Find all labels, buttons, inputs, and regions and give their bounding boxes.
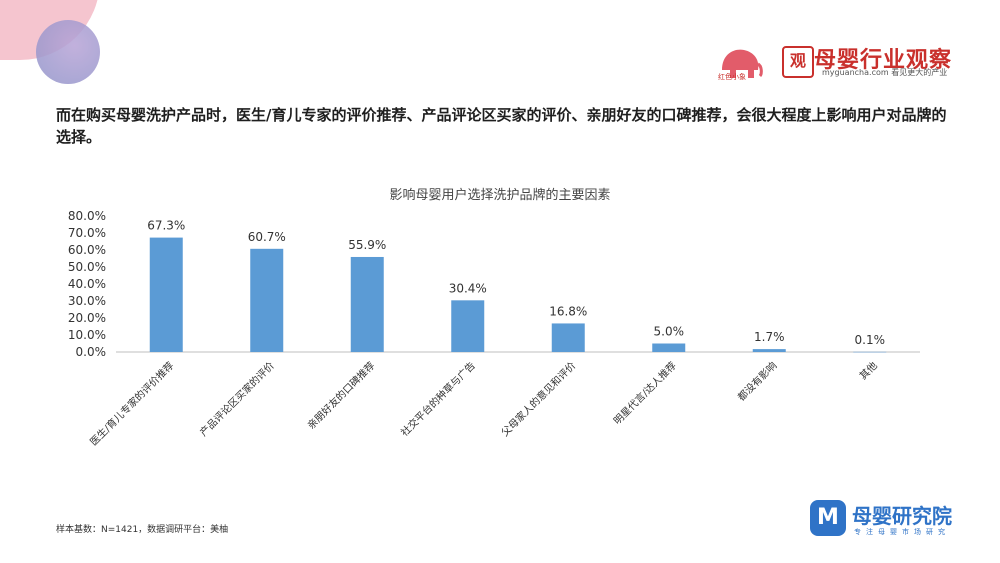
elephant-logo-icon	[722, 49, 763, 78]
logo-subtitle: myguancha.com 看见更大的产业	[822, 68, 948, 77]
x-tick-label: 医生/育儿专家的评价推荐	[87, 359, 176, 448]
data-label: 60.7%	[248, 230, 286, 244]
bar	[752, 349, 786, 352]
bar	[451, 300, 485, 352]
headline-text: 而在购买母婴洗护产品时，医生/育儿专家的评价推荐、产品评论区买家的评价、亲朋好友…	[56, 106, 947, 146]
y-tick-label: 20.0%	[68, 311, 106, 325]
x-tick-label: 父母家人的意见和评价	[498, 359, 578, 439]
elephant-logo-text: 红色小象	[718, 73, 746, 81]
bar	[652, 343, 686, 352]
y-tick-label: 60.0%	[68, 243, 106, 257]
data-label: 30.4%	[449, 281, 487, 295]
x-tick-label: 明星代言/达人推荐	[611, 359, 679, 427]
x-tick-label: 亲朋好友的口碑推荐	[305, 359, 378, 432]
y-tick-label: 10.0%	[68, 328, 106, 342]
bar	[149, 237, 183, 352]
research-brand-subtitle: 专注母婴市场研究	[854, 528, 950, 536]
decorative-circle	[36, 20, 100, 84]
guancha-logo-icon: 观	[782, 46, 814, 78]
data-label: 67.3%	[147, 219, 185, 233]
research-logo-icon	[810, 500, 846, 536]
data-label: 5.0%	[654, 325, 685, 339]
data-label: 16.8%	[549, 304, 587, 318]
data-label: 55.9%	[348, 238, 386, 252]
bar	[853, 351, 887, 353]
research-logo-letter: M	[817, 505, 839, 530]
y-tick-label: 0.0%	[76, 345, 107, 359]
y-tick-label: 80.0%	[68, 209, 106, 223]
y-tick-label: 40.0%	[68, 277, 106, 291]
bar	[551, 323, 585, 352]
y-tick-label: 30.0%	[68, 294, 106, 308]
x-tick-label: 产品评论区买家的评价	[197, 359, 277, 439]
bar	[250, 248, 284, 352]
chart-title: 影响母婴用户选择洗护品牌的主要因素	[389, 188, 611, 203]
y-tick-label: 50.0%	[68, 260, 106, 274]
x-tick-label: 社交平台的种草与广告	[398, 359, 478, 439]
data-label: 1.7%	[754, 330, 785, 344]
research-brand-title: 母婴研究院	[852, 504, 952, 528]
footnote: 样本基数：N=1421，数据调研平台：美柚	[56, 525, 229, 535]
data-label: 0.1%	[855, 333, 886, 347]
bar	[350, 256, 384, 352]
y-tick-label: 70.0%	[68, 226, 106, 240]
logo-title: 母婴行业观察	[814, 48, 953, 73]
x-tick-label: 都没有影响	[735, 359, 780, 404]
x-tick-label: 其他	[857, 359, 880, 382]
